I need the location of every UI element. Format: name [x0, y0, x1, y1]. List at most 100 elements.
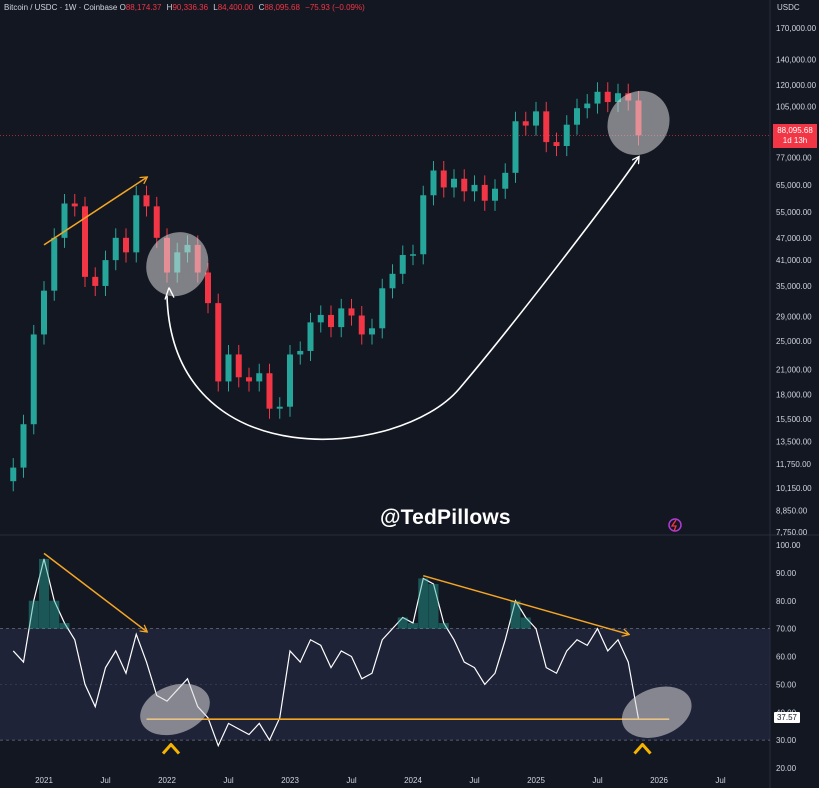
- candle-body: [492, 188, 498, 201]
- candle-body: [594, 91, 601, 104]
- rsi-overbought-fill: [510, 600, 521, 629]
- price-tick-label: 55,000.00: [776, 208, 812, 217]
- trend-arrow: [43, 178, 147, 246]
- candle-body: [297, 350, 304, 355]
- candle-body: [358, 315, 365, 335]
- candle-body: [471, 184, 478, 192]
- chart-header: Bitcoin / USDC · 1W · Coinbase O88,174.3…: [4, 3, 368, 12]
- candle-body: [604, 91, 611, 103]
- candle-body: [20, 424, 27, 468]
- rsi-overbought-fill: [39, 558, 49, 629]
- price-tick-label: 18,000.00: [776, 390, 812, 399]
- rsi-tick-label: 60.00: [776, 653, 797, 662]
- candle-body: [543, 111, 550, 143]
- rsi-overbought-fill: [408, 623, 418, 629]
- candle-body: [71, 203, 78, 207]
- rsi-tick-label: 70.00: [776, 625, 797, 634]
- low-value: 84,400.00: [217, 3, 254, 12]
- close-label: C: [258, 3, 265, 12]
- candle-body: [256, 373, 263, 382]
- price-tick-label: 7,750.00: [776, 528, 808, 537]
- time-tick-label: 2025: [527, 776, 545, 785]
- candle-body: [153, 206, 160, 238]
- rsi-tick-label: 90.00: [776, 569, 797, 578]
- rsi-highlight-ellipse: [140, 683, 210, 736]
- candle-body: [553, 142, 560, 146]
- candle-body: [276, 406, 283, 409]
- low-label: L: [213, 3, 218, 12]
- time-tick-label: Jul: [715, 776, 725, 785]
- time-tick-label: 2023: [281, 776, 299, 785]
- candle-body: [410, 254, 416, 256]
- candle-body: [451, 178, 457, 188]
- watermark: @TedPillows: [380, 506, 511, 529]
- time-tick-label: Jul: [592, 776, 602, 785]
- caret-up-marker: [161, 742, 181, 755]
- high-value: 90,336.36: [172, 3, 209, 12]
- price-tick-label: 77,000.00: [776, 153, 812, 162]
- highlight-ellipse: [607, 90, 670, 156]
- price-tick-label: 140,000.00: [776, 56, 817, 65]
- candle-body: [338, 308, 345, 328]
- rsi-overbought-fill: [397, 617, 408, 629]
- rsi-trend-arrow: [43, 552, 147, 631]
- candle-body: [584, 103, 591, 109]
- rsi-tick-label: 100.00: [776, 541, 801, 550]
- price-tick-label: 15,500.00: [776, 415, 812, 424]
- candle-body: [440, 170, 447, 188]
- price-tick-label: 13,500.00: [776, 437, 812, 446]
- price-tick-label: 120,000.00: [776, 81, 817, 90]
- rsi-tick-label: 30.00: [776, 736, 797, 745]
- bar-countdown: 1d 13h: [782, 136, 808, 145]
- rsi-tick-label: 20.00: [776, 764, 797, 773]
- time-tick-label: 2021: [35, 776, 53, 785]
- price-tick-label: 8,850.00: [776, 506, 808, 515]
- time-tick-label: Jul: [469, 776, 479, 785]
- rsi-trend-arrow: [423, 574, 628, 635]
- candle-body: [102, 260, 109, 286]
- candle-body: [574, 108, 580, 125]
- price-tick-label: 47,000.00: [776, 234, 812, 243]
- rsi-tick-label: 50.00: [776, 680, 797, 689]
- candle-body: [348, 308, 355, 316]
- axis-currency-label: USDC: [777, 3, 800, 12]
- time-tick-label: Jul: [223, 776, 233, 785]
- candle-body: [481, 184, 488, 201]
- candle-body: [379, 288, 386, 329]
- time-tick-label: 2022: [158, 776, 176, 785]
- price-tick-label: 65,000.00: [776, 181, 812, 190]
- logo-icon: [668, 518, 682, 532]
- time-tick-label: Jul: [100, 776, 110, 785]
- candle-body: [225, 354, 232, 382]
- candle-body: [61, 203, 68, 238]
- candle-body: [123, 237, 129, 253]
- price-tick-label: 35,000.00: [776, 282, 812, 291]
- candle-body: [399, 255, 406, 274]
- logo-bolt-icon: [670, 519, 677, 532]
- candle-body: [502, 172, 509, 189]
- price-tick-label: 29,000.00: [776, 313, 812, 322]
- price-tick-label: 41,000.00: [776, 256, 812, 265]
- candle-body: [420, 195, 427, 255]
- candle-body: [235, 354, 242, 378]
- candle-body: [112, 237, 119, 261]
- rsi-overbought-fill: [438, 623, 449, 629]
- candle-body: [205, 272, 211, 304]
- time-tick-label: 2026: [650, 776, 668, 785]
- time-tick-label: Jul: [346, 776, 356, 785]
- time-tick-label: 2024: [404, 776, 422, 785]
- candle-body: [266, 373, 273, 409]
- rsi-line: [12, 558, 640, 748]
- candle-body: [143, 195, 150, 207]
- candle-body: [51, 237, 58, 291]
- last-price-tag: 88,095.68 1d 13h: [773, 124, 817, 148]
- price-tick-label: 11,750.00: [776, 460, 812, 469]
- rsi-tick-label: 80.00: [776, 597, 797, 606]
- caret-up-marker: [633, 742, 652, 755]
- candle-body: [461, 178, 468, 192]
- candle-body: [10, 467, 17, 482]
- rsi-overbought-fill: [49, 600, 60, 629]
- symbol-label: Bitcoin / USDC · 1W · Coinbase: [4, 3, 118, 12]
- curved-arrow: [166, 157, 639, 441]
